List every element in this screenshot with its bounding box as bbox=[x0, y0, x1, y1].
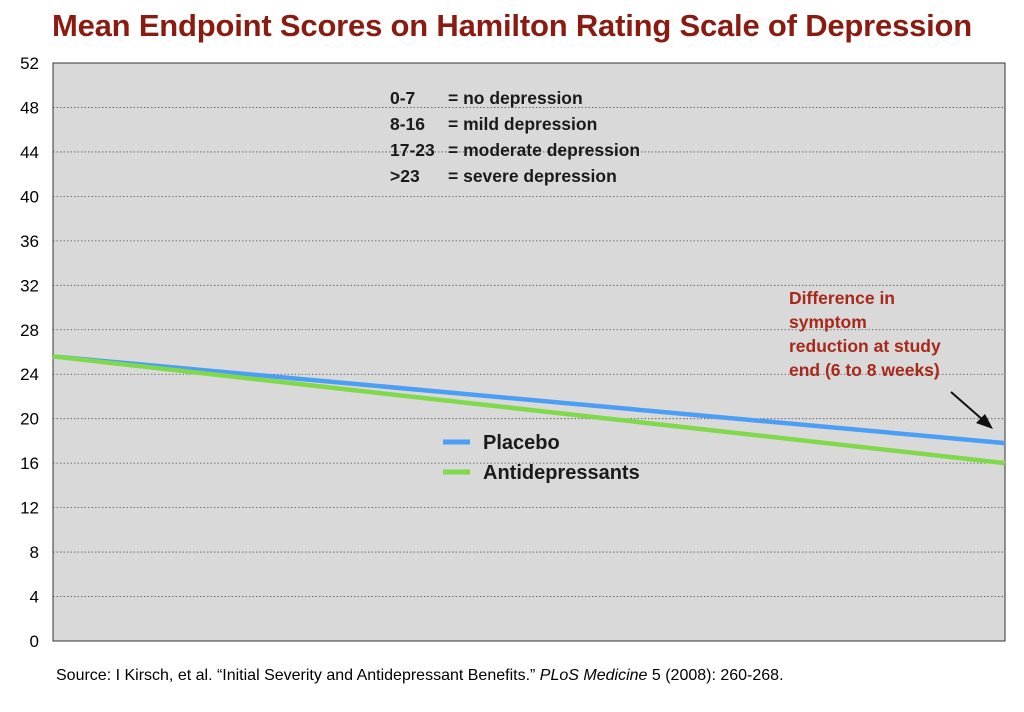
severity-range: >23 bbox=[390, 166, 420, 186]
y-tick-label: 52 bbox=[20, 54, 39, 73]
severity-label: = severe depression bbox=[448, 166, 617, 186]
severity-key: 0-7 = no depression 8-16 = mild depression 1… bbox=[390, 88, 640, 186]
severity-label: = no depression bbox=[448, 88, 583, 108]
annotation-arrow-shaft bbox=[950, 391, 984, 421]
series-line-antidepressants bbox=[52, 354, 1006, 466]
y-tick-label: 44 bbox=[20, 143, 39, 162]
gridlines bbox=[53, 107, 1005, 597]
y-tick-label: 0 bbox=[30, 632, 39, 651]
severity-range: 17-23 bbox=[390, 140, 435, 160]
severity-label: = mild depression bbox=[448, 114, 597, 134]
y-tick-label: 20 bbox=[20, 410, 39, 429]
y-tick-label: 4 bbox=[30, 588, 39, 607]
source-journal: PLoS Medicine bbox=[539, 667, 648, 684]
y-tick-label: 12 bbox=[20, 499, 39, 518]
source-citation: Source: I Kirsch, et al. “Initial Severi… bbox=[56, 667, 784, 685]
plot-area bbox=[52, 62, 1006, 642]
legend: Placebo Antidepressants bbox=[443, 432, 640, 484]
severity-range: 0-7 bbox=[390, 88, 415, 108]
annotation-line: reduction at study bbox=[789, 336, 941, 356]
legend-label: Antidepressants bbox=[483, 462, 640, 484]
y-tick-label: 28 bbox=[20, 321, 39, 340]
y-tick-label: 8 bbox=[30, 543, 39, 562]
annotation-line: end (6 to 8 weeks) bbox=[789, 360, 940, 380]
difference-annotation: Difference in symptom reduction at study en… bbox=[789, 288, 993, 429]
severity-range: 8-16 bbox=[390, 114, 425, 134]
y-tick-label: 24 bbox=[20, 365, 39, 384]
source-prefix: Source: I Kirsch, et al. “Initial Severi… bbox=[56, 667, 540, 684]
y-tick-label: 36 bbox=[20, 232, 39, 251]
series-line-placebo bbox=[52, 354, 1006, 446]
annotation-line: symptom bbox=[789, 312, 867, 332]
y-tick-label: 48 bbox=[20, 98, 39, 117]
source-suffix: 5 (2008): 260-268. bbox=[647, 667, 784, 684]
annotation-arrow-head bbox=[976, 414, 993, 429]
y-tick-label: 16 bbox=[20, 454, 39, 473]
series-lines bbox=[52, 354, 1006, 466]
y-tick-label: 40 bbox=[20, 187, 39, 206]
y-tick-label: 32 bbox=[20, 276, 39, 295]
annotation-line: Difference in bbox=[789, 288, 895, 308]
severity-label: = moderate depression bbox=[448, 140, 640, 160]
chart-title: Mean Endpoint Scores on Hamilton Rating … bbox=[51, 8, 973, 43]
legend-label: Placebo bbox=[483, 432, 560, 454]
